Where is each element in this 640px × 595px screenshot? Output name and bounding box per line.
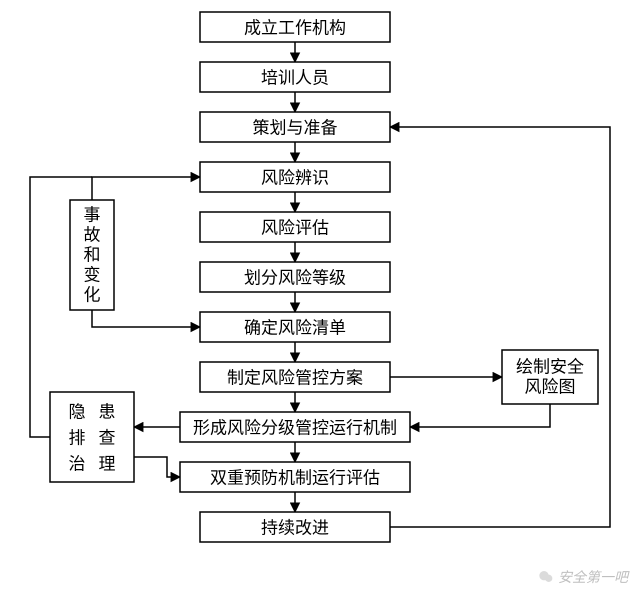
edge [134, 457, 180, 477]
edge [390, 127, 610, 527]
node-label: 治 [69, 455, 86, 474]
node-label: 故 [84, 226, 101, 245]
node-label: 培训人员 [261, 69, 329, 88]
node-label: 双重预防机制运行评估 [210, 469, 380, 488]
node-label: 事 [84, 206, 101, 225]
flowchart-canvas: 成立工作机构培训人员策划与准备风险辨识风险评估划分风险等级确定风险清单制定风险管… [0, 0, 640, 595]
node-n8: 制定风险管控方案 [200, 362, 390, 392]
node-n10: 双重预防机制运行评估 [180, 462, 410, 492]
node-n5: 风险评估 [200, 212, 390, 242]
node-label: 划分风险等级 [244, 269, 346, 288]
node-label: 隐 [69, 403, 86, 422]
node-label: 形成风险分级管控运行机制 [193, 419, 397, 438]
node-n9: 形成风险分级管控运行机制 [180, 412, 410, 442]
node-n7: 确定风险清单 [200, 312, 390, 342]
edge [92, 310, 200, 327]
node-label: 风险辨识 [261, 169, 329, 188]
node-label: 化 [84, 286, 101, 305]
node-label: 制定风险管控方案 [227, 369, 363, 388]
node-label: 风险评估 [261, 219, 329, 238]
node-label: 持续改进 [261, 519, 329, 538]
node-n4: 风险辨识 [200, 162, 390, 192]
node-side2: 隐排治 患查理 [50, 392, 134, 482]
node-side1: 事故和变化 [70, 200, 114, 310]
node-label: 查 [99, 429, 116, 448]
edge [410, 404, 550, 427]
node-side3: 绘制安全风险图 [502, 350, 598, 404]
node-label: 和 [84, 246, 101, 265]
node-n2: 培训人员 [200, 62, 390, 92]
node-label: 绘制安全 [516, 358, 584, 377]
node-n1: 成立工作机构 [200, 12, 390, 42]
node-label: 确定风险清单 [244, 319, 346, 338]
edge [92, 177, 200, 200]
node-label: 成立工作机构 [244, 19, 346, 38]
node-label: 理 [99, 455, 116, 474]
node-label: 策划与准备 [253, 119, 338, 138]
node-n11: 持续改进 [200, 512, 390, 542]
node-label: 变 [84, 266, 101, 285]
node-label: 风险图 [525, 378, 576, 397]
node-label: 排 [69, 429, 86, 448]
node-n6: 划分风险等级 [200, 262, 390, 292]
node-label: 患 [99, 403, 116, 422]
node-n3: 策划与准备 [200, 112, 390, 142]
